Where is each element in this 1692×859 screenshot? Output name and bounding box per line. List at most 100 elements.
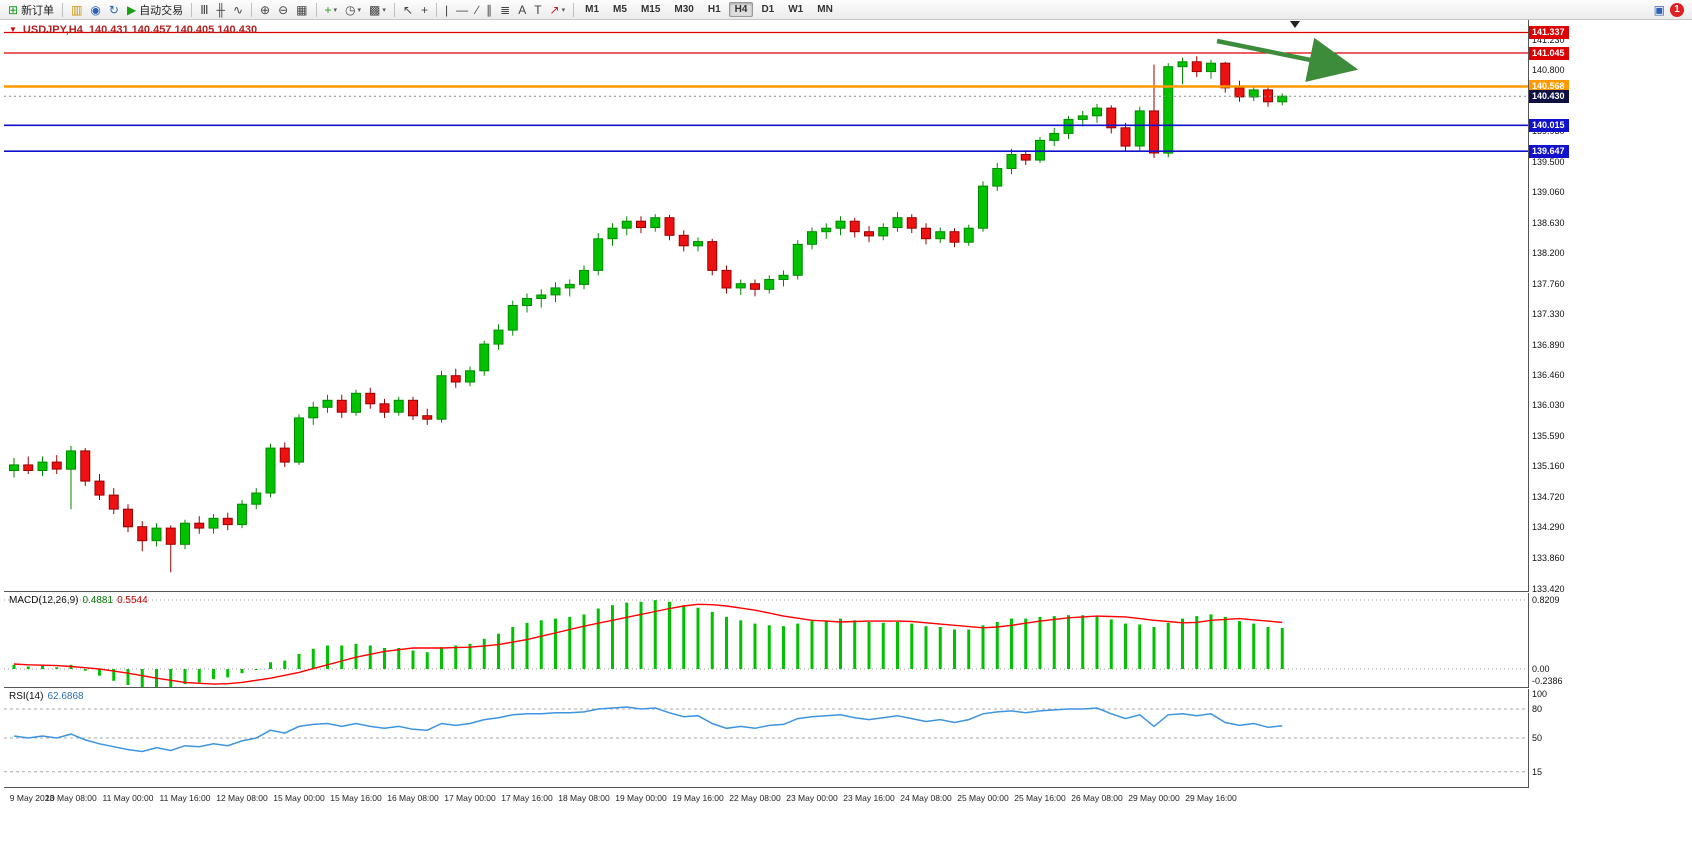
time-axis-label: 19 May 00:00 — [615, 793, 667, 803]
crosshair-icon: + — [420, 2, 428, 17]
trendline-button[interactable]: ∕ — [473, 3, 481, 17]
vertical-line-button[interactable]: | — [442, 3, 451, 17]
dropdown-caret-icon[interactable]: ▾ — [561, 6, 566, 14]
profiles-icon: ◉ — [90, 2, 101, 17]
rsi-axis-label: 80 — [1532, 704, 1543, 714]
horizontal-line-icon: — — [456, 2, 469, 17]
time-axis-label: 10 May 08:00 — [45, 793, 97, 803]
profiles-button[interactable]: ◉ — [87, 3, 103, 17]
rsi-axis-label: 15 — [1532, 767, 1543, 777]
line-chart-button[interactable]: ∿ — [230, 3, 246, 17]
horizontal-line-button[interactable]: — — [453, 3, 471, 17]
price-axis-label: 141.230 — [1532, 35, 1565, 45]
zoom-in-icon: ⊕ — [260, 2, 271, 17]
zoom-out-button[interactable]: ⊖ — [275, 3, 291, 17]
toolbar-separator — [393, 2, 395, 17]
price-axis-label: 134.720 — [1532, 492, 1565, 502]
toolbar-separator — [251, 2, 253, 17]
toolbar-separator — [315, 2, 317, 17]
time-axis-label: 18 May 08:00 — [558, 793, 610, 803]
macd-main-value: 0.4881 — [82, 595, 114, 606]
time-axis-label: 11 May 16:00 — [159, 793, 211, 803]
toolbar-left-group: ⊞ 新订单 ▥ ◉ ↻ ▶ 自动交易 Ⅲ ╫ ∿ ⊕ ⊖ ▦ + ▾ ◷ ▾ ▩ ▾ ↖ + | — ∕ ∥ ≣ A T ↗ ▾ — [4, 1, 578, 19]
arrows-button[interactable]: ↗ ▾ — [547, 3, 569, 17]
new-order-button[interactable]: ⊞ 新订单 — [5, 1, 57, 19]
zoom-in-button[interactable]: ⊕ — [257, 3, 273, 17]
price-axis-label: 139.500 — [1532, 157, 1565, 167]
timeframe-m15-button[interactable]: M15 — [640, 4, 661, 15]
macd-pane[interactable]: MACD(12,26,9) 0.4881 0.5544 — [4, 593, 1528, 688]
macd-axis-label: 0.8209 — [1532, 595, 1560, 605]
price-axis-label: 136.030 — [1532, 400, 1565, 410]
time-axis-label: 15 May 16:00 — [330, 793, 382, 803]
timeframe-d1-button[interactable]: D1 — [761, 4, 775, 15]
text-icon: A — [518, 2, 527, 17]
crosshair-button[interactable]: + — [418, 3, 431, 17]
time-axis-label: 9 May 2023 — [9, 793, 55, 803]
price-axis-label: 140.800 — [1532, 65, 1565, 75]
templates-button[interactable]: ▩ ▾ — [366, 3, 389, 17]
price-axis-label: 133.860 — [1532, 553, 1565, 563]
refresh-button[interactable]: ↻ — [106, 3, 122, 17]
news-icon[interactable]: ▣ — [1653, 2, 1665, 17]
symbol-marker-icon: ▼ — [9, 25, 17, 34]
indicators-button[interactable]: + ▾ — [322, 3, 341, 17]
timeframe-m30-button[interactable]: M30 — [674, 4, 694, 15]
indicators-icon: + — [324, 2, 332, 17]
timeframe-group: M1 M5 M15 M30 H1 H4 D1 W1 MN — [578, 2, 840, 17]
fibonacci-button[interactable]: ≣ — [497, 3, 513, 17]
price-axis-label: 137.330 — [1532, 309, 1565, 319]
periods-icon: ◷ — [345, 2, 356, 17]
price-axis-label: 136.890 — [1532, 340, 1565, 350]
macd-canvas[interactable] — [4, 593, 1528, 688]
macd-axis-label: -0.2386 — [1532, 676, 1563, 686]
timeframe-h4-button[interactable]: H4 — [728, 2, 754, 17]
dropdown-caret-icon[interactable]: ▾ — [333, 6, 338, 14]
new-order-button-label: 新订单 — [21, 4, 55, 17]
text-label-button[interactable]: T — [531, 3, 544, 17]
trendline-icon: ∕ — [476, 2, 479, 17]
toolbar-separator — [191, 2, 193, 17]
new-chart-button[interactable]: ▥ — [68, 3, 85, 17]
timeframe-m1-button[interactable]: M1 — [585, 4, 600, 15]
channel-button[interactable]: ∥ — [483, 3, 495, 17]
macd-axis[interactable]: 0.8209 0.00 -0.2386 — [1528, 593, 1568, 688]
dropdown-caret-icon[interactable]: ▾ — [357, 6, 362, 14]
bid-price-tag: 140.430 — [1529, 90, 1569, 103]
price-axis[interactable]: 141.230140.800140.370139.930139.500139.0… — [1528, 20, 1569, 594]
vertical-line-icon: | — [444, 2, 449, 17]
timeframe-mn-button[interactable]: MN — [817, 4, 833, 15]
symbol-timeframe-label: USDJPY,H4 — [22, 24, 83, 36]
price-axis-label: 137.760 — [1532, 279, 1565, 289]
periods-button[interactable]: ◷ ▾ — [342, 3, 364, 17]
auto-trading-button-label: 自动交易 — [139, 4, 184, 17]
cursor-button[interactable]: ↖ — [400, 3, 416, 17]
timeframe-w1-button[interactable]: W1 — [788, 4, 804, 15]
timeframe-m5-button[interactable]: M5 — [613, 4, 627, 15]
tile-windows-button[interactable]: ▦ — [293, 3, 310, 17]
dropdown-caret-icon[interactable]: ▾ — [382, 6, 386, 14]
text-button[interactable]: A — [515, 3, 529, 17]
time-axis[interactable]: 9 May 2023 10 May 08:00 11 May 00:00 11 May… — [4, 790, 1568, 812]
time-axis-label: 24 May 08:00 — [900, 793, 952, 803]
rsi-canvas[interactable] — [4, 689, 1528, 788]
chart-ohlc-label: ▼ USDJPY,H4 140.431 140.457 140.405 140.… — [9, 24, 257, 36]
rsi-pane[interactable]: RSI(14) 62.6868 — [4, 689, 1528, 788]
time-axis-label: 19 May 16:00 — [672, 793, 724, 803]
time-axis-label: 22 May 08:00 — [729, 793, 781, 803]
rsi-value: 62.6868 — [47, 691, 84, 702]
toolbar-separator — [573, 2, 575, 17]
bar-chart-button[interactable]: Ⅲ — [197, 3, 211, 17]
price-axis-label: 133.420 — [1532, 584, 1565, 594]
price-chart-canvas[interactable] — [4, 20, 1528, 592]
timeframe-h1-button[interactable]: H1 — [707, 4, 721, 15]
auto-trading-button[interactable]: ▶ 自动交易 — [124, 1, 186, 19]
candlestick-chart-button[interactable]: ╫ — [213, 3, 228, 17]
macd-name: MACD(12,26,9) — [9, 595, 79, 606]
fibonacci-icon: ≣ — [500, 2, 511, 17]
notification-badge[interactable]: 1 — [1670, 2, 1684, 17]
price-line-tag: 141.337 — [1529, 26, 1569, 39]
rsi-axis[interactable]: 100 80 50 15 — [1528, 689, 1568, 788]
tile-windows-icon: ▦ — [296, 2, 308, 17]
price-chart-pane[interactable]: ▼ USDJPY,H4 140.431 140.457 140.405 140.… — [4, 20, 1528, 592]
